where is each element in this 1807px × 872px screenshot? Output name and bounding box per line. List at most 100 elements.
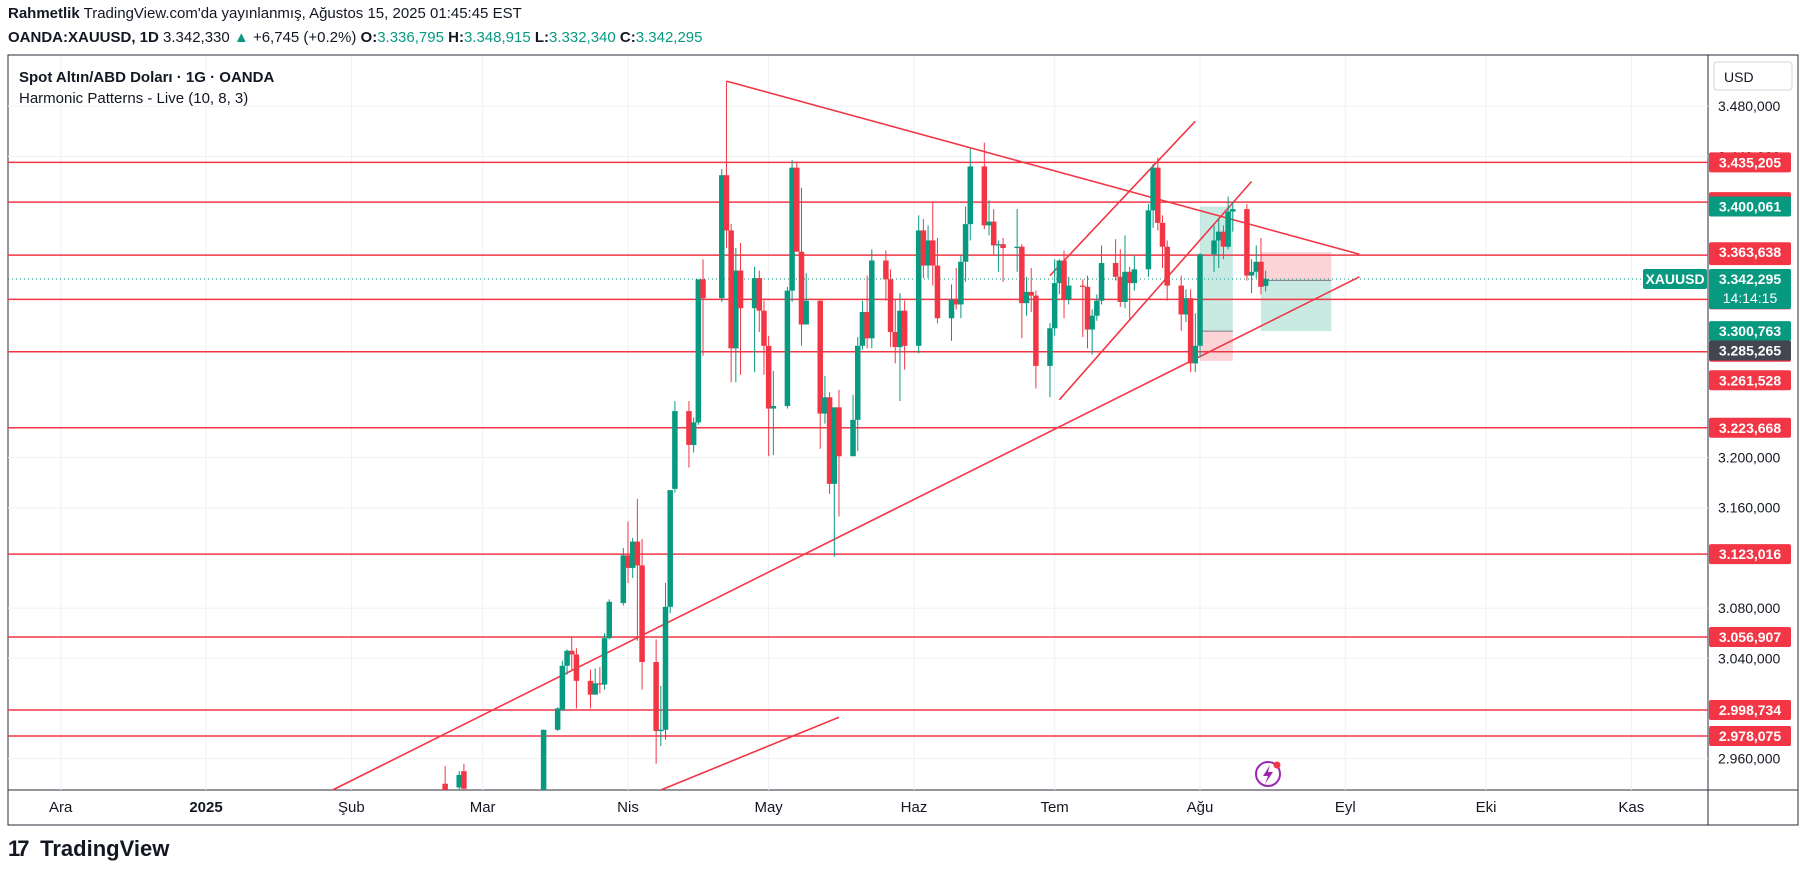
candle — [836, 389, 842, 517]
time-axis-label: Ara — [49, 799, 73, 816]
candle-body — [1014, 246, 1020, 248]
symbol-tag-bg — [1643, 268, 1707, 289]
candle-body — [667, 490, 673, 607]
candle-body — [817, 300, 823, 414]
price-badge: 3.435,205 — [1719, 154, 1781, 170]
candle-body — [662, 606, 669, 730]
candle-body — [592, 683, 598, 695]
lightning-dot — [1273, 761, 1281, 769]
candle-body — [1244, 209, 1250, 276]
symbol-tag: XAUUSD — [1645, 271, 1704, 287]
candle — [826, 392, 833, 494]
candle — [897, 293, 903, 402]
price-axis-label: 3.160,000 — [1718, 500, 1780, 516]
candle — [958, 255, 964, 319]
candle — [1084, 275, 1091, 349]
candle-body — [836, 407, 842, 457]
candle-body — [1187, 298, 1194, 364]
candle — [986, 200, 992, 236]
time-axis[interactable]: Ara 2025 Şub Mar Nis May Haz Tem Ağu Eyl Eki Kas — [49, 799, 1644, 816]
candle — [1244, 204, 1250, 281]
candle-body — [1112, 263, 1119, 277]
candle — [737, 242, 744, 375]
candle-body — [925, 240, 931, 266]
lower-parallel-line — [660, 716, 840, 791]
candle — [728, 224, 734, 383]
low-label: L: — [534, 29, 550, 46]
position-tools[interactable] — [1200, 206, 1332, 361]
candle — [1023, 276, 1030, 316]
candle — [695, 279, 702, 425]
trend-lines[interactable] — [332, 80, 1360, 791]
candle — [817, 300, 823, 449]
candle-body — [1089, 315, 1095, 330]
candle — [700, 259, 706, 356]
candle — [1220, 225, 1227, 260]
candle — [540, 729, 547, 790]
candle-body — [690, 422, 697, 445]
symbol-ohlc-line: OANDA:XAUUSD, 1D 3.342,330 ▲ +6,745 (+0.… — [8, 28, 702, 48]
publish-info: TradingView.com'da yayınlanmış, Ağustos … — [83, 5, 522, 22]
currency-button[interactable]: USD — [1713, 61, 1793, 91]
candle-body — [850, 419, 856, 457]
price-badge-bg — [1709, 196, 1791, 217]
candle-body — [564, 650, 570, 666]
candle — [667, 490, 673, 614]
candle-body — [653, 662, 659, 732]
candle — [920, 219, 927, 279]
candle-body — [700, 279, 706, 299]
candle-body — [1253, 261, 1260, 272]
candle — [559, 660, 566, 711]
candle-body — [1192, 345, 1199, 364]
candle — [1019, 244, 1025, 339]
time-axis-label: Nis — [617, 799, 639, 816]
candle — [934, 237, 941, 324]
candle-body — [920, 230, 927, 266]
candle — [601, 633, 608, 690]
candle-body — [686, 411, 692, 445]
indicator-legend[interactable]: Harmonic Patterns - Live (10, 8, 3) — [19, 90, 248, 107]
candle — [1047, 323, 1053, 398]
candle — [1197, 252, 1203, 358]
long-position-loss-zone — [1200, 331, 1233, 361]
symbol-name[interactable]: OANDA:XAUUSD, 1D — [8, 29, 159, 46]
candle-body — [1248, 271, 1255, 276]
last-price: 3.342,330 — [163, 29, 230, 46]
candle-body — [864, 311, 870, 339]
price-badge-bg — [1709, 340, 1791, 361]
candle-body — [995, 244, 1002, 246]
candle-body — [1122, 271, 1128, 302]
price-badges: 3.435,2053.403,5823.361,3183.325,9943.28… — [1643, 152, 1791, 746]
candle-body — [1065, 285, 1072, 300]
candle — [756, 270, 763, 333]
candle — [1094, 294, 1100, 321]
tradingview-logo[interactable]: 17 TradingView — [8, 836, 169, 862]
short-position-loss-zone — [1260, 252, 1332, 281]
time-axis-label: Mar — [470, 799, 496, 816]
candle-body — [892, 332, 898, 348]
candle-body — [859, 311, 866, 346]
price-badge: 3.056,907 — [1719, 629, 1781, 645]
time-axis-label: Eyl — [1335, 799, 1356, 816]
candle-body — [568, 650, 575, 655]
price-axis-label: 3.080,000 — [1718, 600, 1780, 616]
candle-body — [869, 260, 875, 339]
currency-label: USD — [1724, 69, 1754, 85]
candle-body — [854, 345, 861, 420]
candle — [629, 537, 636, 578]
publish-header: Rahmetlik TradingView.com'da yayınlanmış… — [8, 4, 522, 24]
candle — [1126, 266, 1133, 321]
candle-body — [1183, 298, 1189, 315]
candle-body — [629, 541, 636, 568]
time-axis-label: Ağu — [1187, 799, 1214, 816]
candle — [1230, 201, 1236, 232]
replay-lightning-icon[interactable] — [1255, 761, 1281, 787]
candle-body — [601, 638, 608, 685]
candle-body — [958, 261, 964, 305]
candle-body — [897, 310, 903, 348]
candle — [859, 300, 866, 350]
time-axis-label: Şub — [338, 799, 365, 816]
candle-body — [1159, 222, 1166, 247]
candle — [925, 225, 931, 279]
